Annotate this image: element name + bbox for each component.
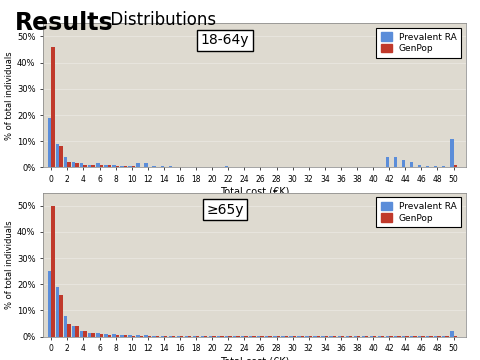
- Legend: Prevalent RA, GenPop: Prevalent RA, GenPop: [376, 197, 461, 227]
- Bar: [99, 165, 103, 167]
- Bar: [160, 166, 164, 167]
- Bar: [217, 336, 220, 337]
- Bar: [48, 271, 51, 337]
- Bar: [153, 336, 156, 337]
- Bar: [48, 118, 51, 167]
- Bar: [80, 331, 84, 337]
- Legend: Prevalent RA, GenPop: Prevalent RA, GenPop: [376, 28, 461, 58]
- Bar: [51, 47, 55, 167]
- Bar: [160, 336, 164, 337]
- Y-axis label: % of total individuals: % of total individuals: [5, 51, 14, 140]
- Bar: [96, 163, 99, 167]
- X-axis label: Total cost (€K): Total cost (€K): [220, 356, 289, 360]
- Bar: [144, 163, 148, 167]
- Bar: [104, 334, 108, 337]
- Bar: [442, 166, 445, 167]
- Bar: [128, 166, 132, 167]
- Bar: [67, 324, 71, 337]
- Bar: [56, 287, 60, 337]
- Bar: [75, 326, 79, 337]
- Text: Results: Results: [14, 11, 113, 35]
- Bar: [196, 336, 200, 337]
- Bar: [99, 334, 103, 337]
- Bar: [188, 336, 192, 337]
- Bar: [80, 163, 84, 167]
- Bar: [124, 166, 127, 167]
- Bar: [132, 166, 135, 167]
- Bar: [92, 165, 95, 167]
- Bar: [185, 336, 188, 337]
- Bar: [180, 336, 183, 337]
- Bar: [60, 147, 63, 167]
- Bar: [116, 166, 119, 167]
- Bar: [168, 336, 172, 337]
- X-axis label: Total cost (€K): Total cost (€K): [220, 187, 289, 197]
- Bar: [56, 144, 60, 167]
- Bar: [136, 163, 140, 167]
- Bar: [112, 334, 116, 337]
- Bar: [136, 335, 140, 337]
- Bar: [434, 166, 437, 167]
- Bar: [153, 166, 156, 167]
- Bar: [209, 336, 212, 337]
- Text: ≥65y: ≥65y: [206, 203, 243, 217]
- Bar: [450, 331, 454, 337]
- Bar: [120, 166, 124, 167]
- Bar: [225, 336, 228, 337]
- Bar: [88, 165, 92, 167]
- Bar: [108, 334, 111, 337]
- Text: - Distributions: - Distributions: [94, 11, 216, 29]
- Bar: [72, 162, 75, 167]
- Bar: [241, 336, 244, 337]
- Bar: [120, 334, 124, 337]
- Bar: [92, 333, 95, 337]
- Bar: [172, 336, 175, 337]
- Bar: [84, 331, 87, 337]
- Bar: [108, 165, 111, 167]
- Bar: [116, 335, 119, 337]
- Bar: [144, 335, 148, 337]
- Bar: [124, 335, 127, 337]
- Bar: [394, 157, 397, 167]
- Bar: [148, 336, 151, 337]
- Bar: [88, 333, 92, 337]
- Bar: [140, 336, 143, 337]
- Bar: [402, 159, 405, 167]
- Bar: [177, 336, 180, 337]
- Bar: [164, 336, 167, 337]
- Bar: [67, 162, 71, 167]
- Bar: [450, 139, 454, 167]
- Bar: [168, 166, 172, 167]
- Bar: [132, 336, 135, 337]
- Bar: [233, 336, 236, 337]
- Bar: [51, 206, 55, 337]
- Y-axis label: % of total individuals: % of total individuals: [5, 220, 14, 309]
- Bar: [128, 335, 132, 337]
- Bar: [426, 166, 430, 167]
- Bar: [418, 165, 421, 167]
- Bar: [75, 163, 79, 167]
- Bar: [72, 326, 75, 337]
- Bar: [454, 165, 457, 167]
- Bar: [192, 336, 196, 337]
- Bar: [156, 336, 159, 337]
- Bar: [386, 157, 389, 167]
- Bar: [112, 165, 116, 167]
- Bar: [249, 336, 252, 337]
- Bar: [64, 157, 67, 167]
- Bar: [201, 336, 204, 337]
- Bar: [60, 295, 63, 337]
- Bar: [84, 165, 87, 167]
- Bar: [410, 162, 413, 167]
- Text: 18-64y: 18-64y: [201, 33, 249, 48]
- Bar: [225, 166, 228, 167]
- Bar: [96, 333, 99, 337]
- Bar: [64, 316, 67, 337]
- Bar: [104, 165, 108, 167]
